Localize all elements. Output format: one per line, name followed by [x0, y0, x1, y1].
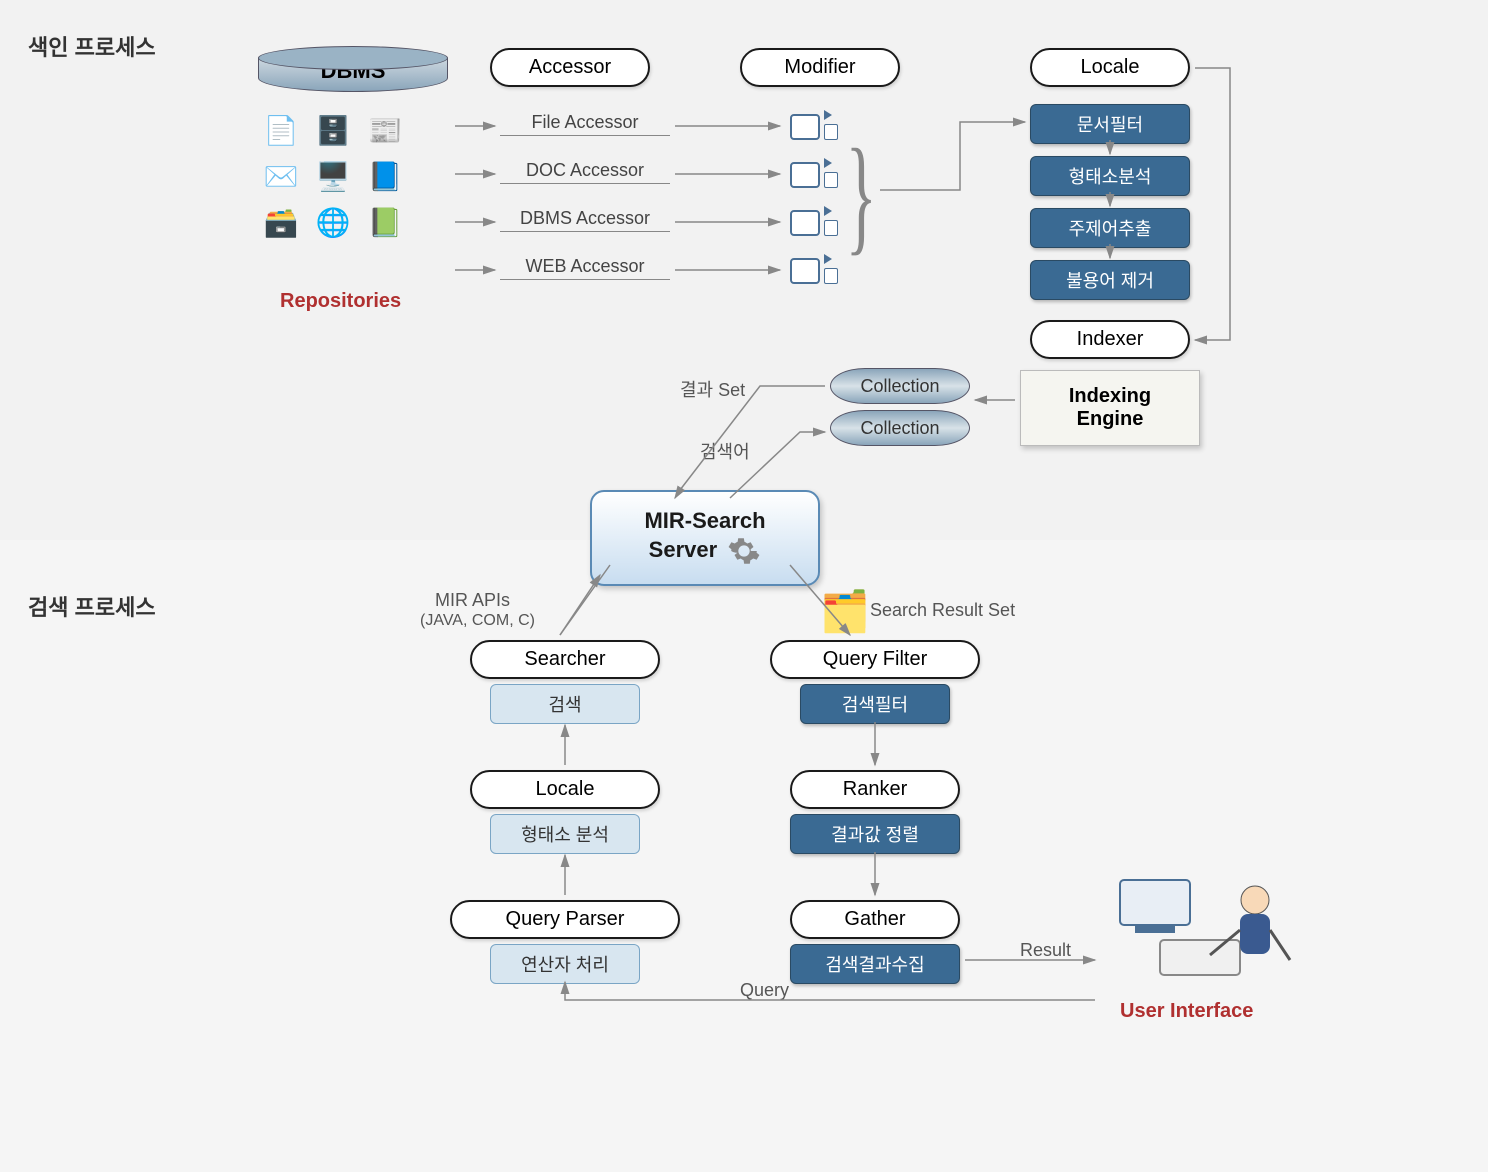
result-arrow-label: Result: [1020, 940, 1071, 961]
modifier-doc-icon: [790, 114, 820, 140]
collection-1: Collection: [830, 368, 970, 404]
mail-icon: ✉️: [258, 156, 304, 198]
accessor-2: DBMS Accessor: [500, 208, 670, 232]
search-title: 검색 프로세스: [28, 590, 156, 622]
locale-step-2: 주제어추출: [1030, 208, 1190, 248]
xls-icon: 📗: [362, 202, 408, 244]
brace-icon: }: [846, 120, 877, 270]
mir-apis-sub: (JAVA, COM, C): [420, 612, 535, 630]
modifier-doc-icon: [790, 258, 820, 284]
html-icon: 📰: [362, 110, 408, 152]
indexing-title: 색인 프로세스: [28, 30, 156, 62]
parser-header: Query Parser: [450, 900, 680, 939]
ranker-sub: 결과값 정렬: [790, 814, 960, 854]
mir-apis-label: MIR APIs: [435, 590, 510, 611]
user-interface-illustration: [1100, 870, 1300, 1000]
locale-step-1: 형태소분석: [1030, 156, 1190, 196]
gather-header: Gather: [790, 900, 960, 939]
accessor-0: File Accessor: [500, 112, 670, 136]
parser-sub: 연산자 처리: [490, 944, 640, 984]
searcher-sub: 검색: [490, 684, 640, 724]
filter-sub: 검색필터: [800, 684, 950, 724]
gear-icon: [727, 534, 761, 568]
doc-icon: 📄: [258, 110, 304, 152]
locale2-sub: 형태소 분석: [490, 814, 640, 854]
accessor-header: Accessor: [490, 48, 650, 87]
modifier-doc-icon: [790, 210, 820, 236]
collection-2: Collection: [830, 410, 970, 446]
modifier-header: Modifier: [740, 48, 900, 87]
indexer-header: Indexer: [1030, 320, 1190, 359]
ranker-header: Ranker: [790, 770, 960, 809]
searcher-header: Searcher: [470, 640, 660, 679]
files-icon: 🗂️: [820, 588, 870, 635]
globe-icon: 🌐: [310, 202, 356, 244]
db-icon: 🗄️: [310, 110, 356, 152]
search-result-set-label: Search Result Set: [870, 600, 1015, 621]
accessor-3: WEB Accessor: [500, 256, 670, 280]
locale-step-3: 불용어 제거: [1030, 260, 1190, 300]
gather-sub: 검색결과수집: [790, 944, 960, 984]
filter-header: Query Filter: [770, 640, 980, 679]
word-icon: 📘: [362, 156, 408, 198]
query-arrow-label: Query: [740, 980, 789, 1001]
mir-search-server: MIR-Search Server: [590, 490, 820, 586]
server-icon: 🗃️: [258, 202, 304, 244]
repositories-icons: 📄 🗄️ 📰 ✉️ 🖥️ 📘 🗃️ 🌐 📗: [258, 110, 408, 244]
user-interface-label: User Interface: [1120, 1000, 1253, 1023]
locale-step-0: 문서필터: [1030, 104, 1190, 144]
result-set-label: 결과 Set: [680, 376, 745, 402]
locale2-header: Locale: [470, 770, 660, 809]
locale-header: Locale: [1030, 48, 1190, 87]
pc-icon: 🖥️: [310, 156, 356, 198]
modifier-doc-icon: [790, 162, 820, 188]
accessor-1: DOC Accessor: [500, 160, 670, 184]
query-label: 검색어: [700, 438, 750, 464]
dbms-cylinder: DBMS: [258, 58, 448, 104]
indexing-engine: Indexing Engine: [1020, 370, 1200, 446]
repositories-label: Repositories: [280, 290, 401, 313]
search-section: [0, 540, 1488, 1172]
